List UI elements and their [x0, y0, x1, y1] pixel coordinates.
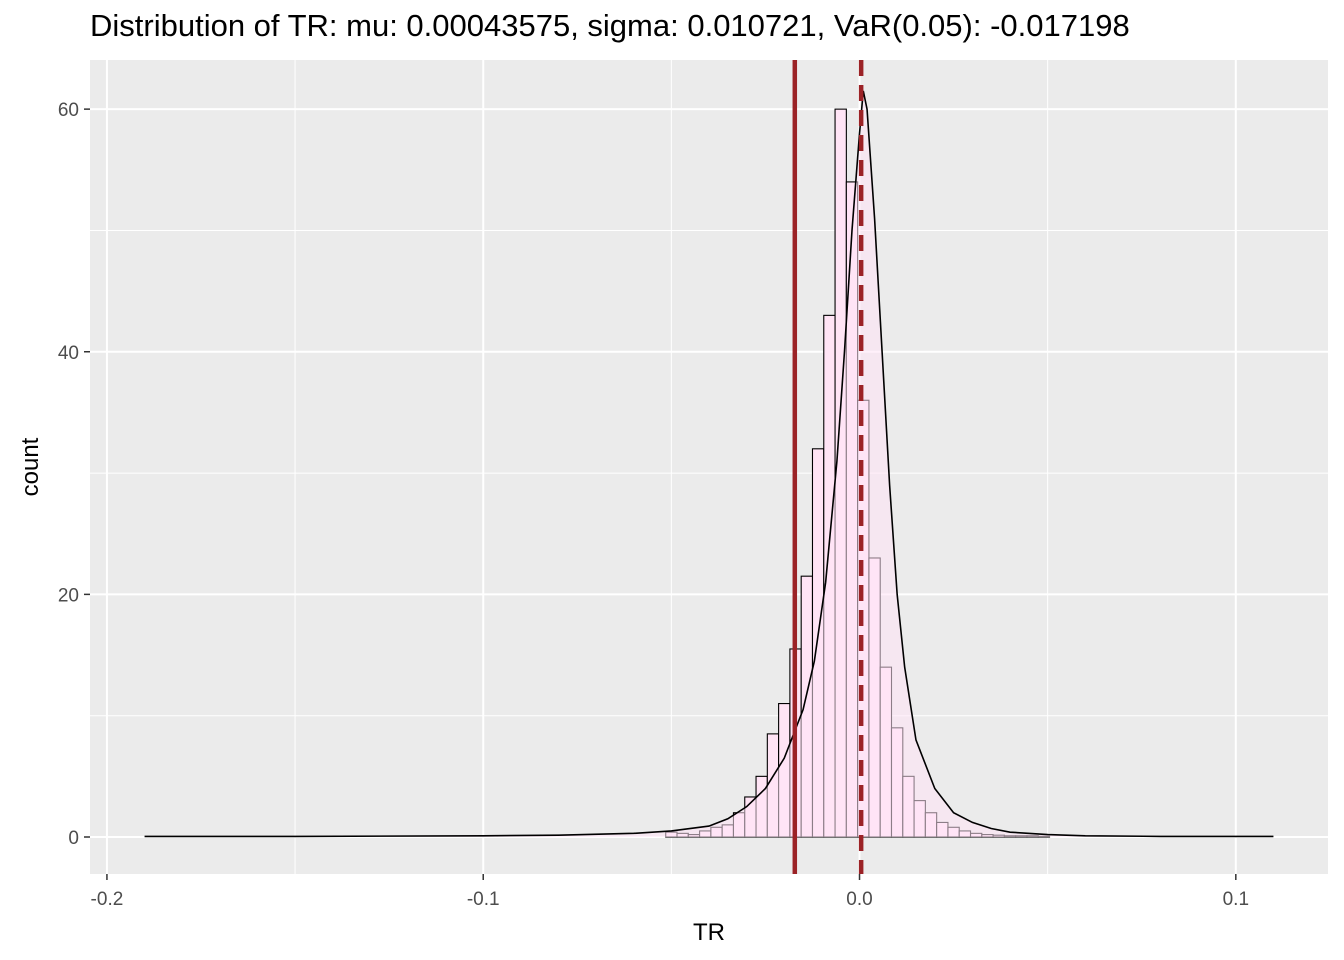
plot-panel: [90, 60, 1328, 874]
x-tick-label: -0.2: [91, 889, 124, 910]
chart-title: Distribution of TR: mu: 0.00043575, sigm…: [90, 8, 1130, 43]
x-axis: -0.2 -0.1 0.0 0.1: [91, 874, 1249, 910]
y-tick-label: 20: [58, 585, 79, 606]
y-tick-label: 0: [68, 828, 79, 849]
y-tick-label: 40: [58, 343, 79, 364]
y-tick-label: 60: [58, 100, 79, 121]
reference-lines: [792, 60, 864, 874]
y-axis-title: count: [17, 437, 44, 496]
x-tick-label: -0.1: [467, 889, 500, 910]
x-axis-title: TR: [693, 919, 725, 946]
minor-gridlines: [90, 60, 1328, 874]
x-tick-label: 0.0: [846, 889, 872, 910]
y-axis: 0 20 40 60: [58, 100, 90, 849]
x-tick-label: 0.1: [1223, 889, 1249, 910]
